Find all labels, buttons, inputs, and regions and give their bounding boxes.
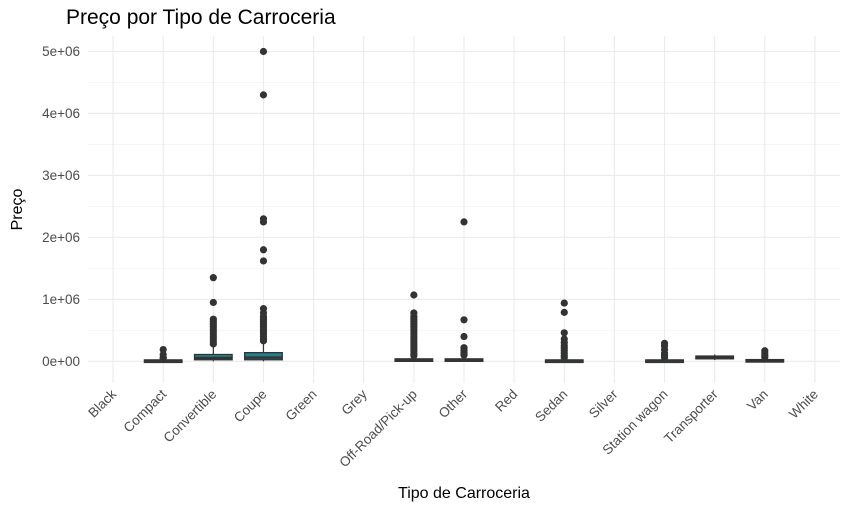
outlier-point	[460, 332, 468, 341]
y-tick-label: 5e+06	[42, 44, 80, 59]
outlier-point	[560, 299, 568, 307]
x-tick-label: Compact	[121, 386, 170, 435]
y-tick-label: 3e+06	[42, 168, 80, 183]
outlier-point	[410, 291, 418, 299]
grid-layer	[88, 36, 840, 383]
outlier-point	[560, 353, 568, 362]
box-convertible	[193, 274, 233, 362]
outlier-point	[259, 337, 268, 345]
x-tick-label: Grey	[339, 386, 370, 417]
x-tick-label: Sedan	[532, 387, 570, 425]
outlier-point	[209, 340, 217, 348]
outlier-point	[761, 353, 769, 361]
box-other	[444, 218, 484, 362]
outlier-point	[410, 352, 418, 360]
x-tick-label: Van	[744, 387, 771, 414]
outlier-point	[259, 47, 268, 56]
y-tick-label: 0e+00	[42, 354, 80, 369]
x-tick-label: Other	[436, 386, 471, 421]
x-axis-title: Tipo de Carroceria	[398, 485, 530, 502]
x-tick-label: Coupe	[231, 387, 270, 426]
outlier-point	[209, 274, 217, 282]
x-tick-label: Black	[85, 386, 119, 420]
y-tick-labels: 0e+00 1e+06 2e+06 3e+06 4e+06 5e+06	[42, 44, 80, 369]
y-tick-label: 1e+06	[42, 292, 80, 307]
x-tick-label: Transporter	[661, 386, 721, 446]
box-layer	[143, 47, 785, 364]
box-transporter	[695, 354, 735, 361]
y-axis-title: Preço	[9, 189, 26, 231]
outlier-point	[209, 298, 217, 307]
outlier-point	[159, 345, 167, 354]
x-tick-label: Silver	[586, 386, 621, 421]
outlier-point	[560, 329, 568, 337]
box-sedan	[544, 299, 584, 364]
x-tick-label: Convertible	[161, 387, 220, 446]
outlier-point	[259, 246, 268, 254]
y-tick-label: 4e+06	[42, 106, 80, 121]
x-tick-label: Green	[283, 387, 320, 424]
outlier-point	[259, 91, 268, 99]
outlier-point	[259, 218, 268, 226]
box-coupe	[244, 47, 283, 362]
x-tick-label: Red	[492, 387, 520, 415]
outlier-point	[560, 308, 568, 316]
outlier-point	[460, 218, 468, 226]
box-van	[745, 347, 785, 363]
outlier-point	[460, 316, 468, 324]
outlier-point	[259, 257, 268, 265]
chart-title: Preço por Tipo de Carroceria	[66, 6, 336, 29]
outlier-point	[660, 353, 669, 362]
box-off-road-pick-up	[394, 291, 434, 362]
y-tick-label: 2e+06	[42, 230, 80, 245]
outlier-point	[460, 351, 468, 359]
x-tick-label: White	[786, 387, 821, 422]
outlier-point	[159, 354, 167, 363]
box-station-wagon	[645, 339, 684, 364]
box-body	[244, 351, 283, 361]
box-compact	[143, 345, 183, 364]
